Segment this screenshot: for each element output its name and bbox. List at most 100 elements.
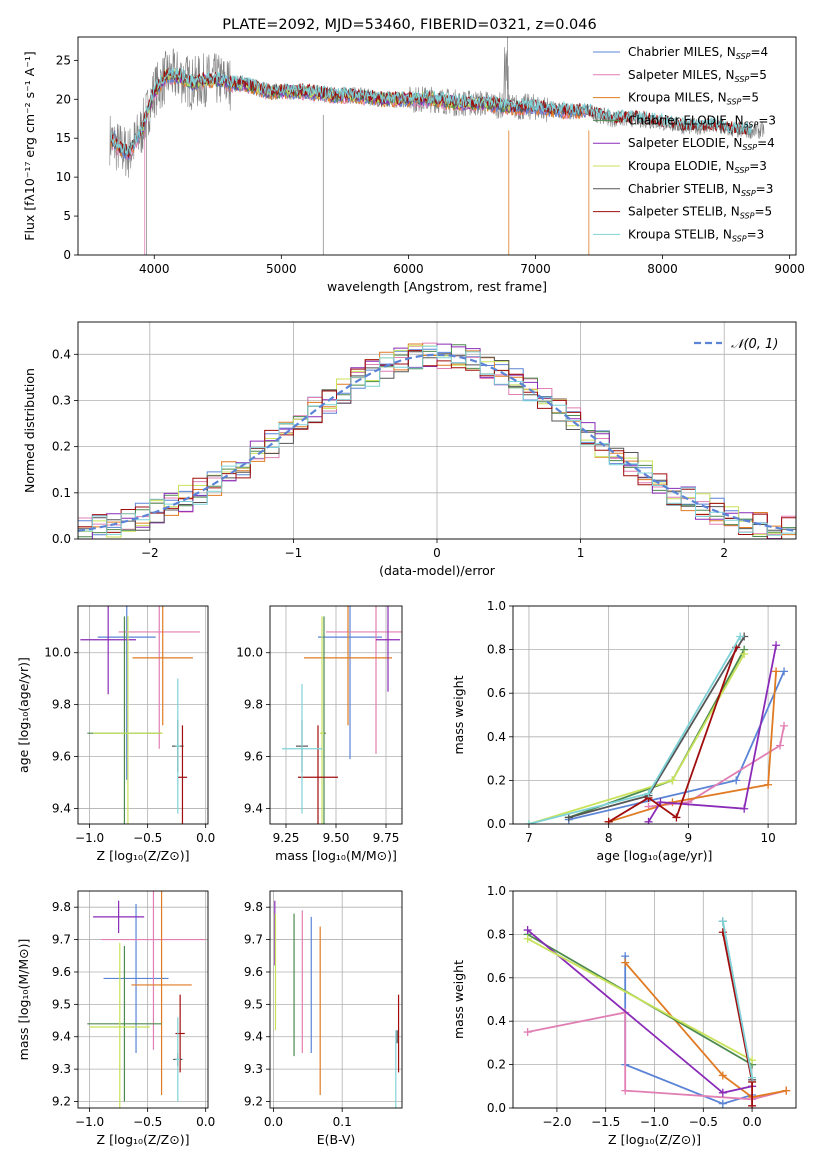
- tick-label-x: −2.0: [542, 1115, 571, 1129]
- legend: 𝒩(0, 1): [694, 337, 778, 352]
- plot-area: [274, 900, 400, 1108]
- tick-label-y: 9.8: [244, 698, 263, 712]
- panel-age_vs_Z: −1.0 −0.5 0.0 9.4 9.6 9.8 10.0 Z [log₁₀(Z/Z⊙)] a…: [16, 605, 215, 863]
- tick-label-y: 9.2: [52, 1095, 71, 1109]
- errorbar-point: [376, 606, 400, 692]
- weight-marker: [780, 667, 789, 676]
- weight-marker: [644, 789, 653, 798]
- tick-label-y: 0.0: [487, 1101, 506, 1115]
- tick-label-y: 9.6: [52, 965, 71, 979]
- axes-frame: [269, 890, 403, 1109]
- plot-area: [78, 342, 796, 539]
- legend-label: Kroupa ELODIE, NSSP=3: [628, 159, 767, 175]
- weight-marker: [732, 776, 741, 785]
- legend-label: Chabrier ELODIE, NSSP=3: [628, 113, 776, 129]
- tick-label-y: 0.2: [487, 773, 506, 787]
- tick-label-y: 0.4: [487, 1014, 506, 1028]
- tick-label-y: 0.4: [487, 730, 506, 744]
- plot-area: [87, 891, 206, 1108]
- errorbar-point: [93, 900, 145, 934]
- errorbar-point: [320, 616, 324, 824]
- tick-label-y: 9.7: [244, 933, 263, 947]
- weight-marker: [782, 1086, 791, 1095]
- tick-label-y: 0.2: [52, 440, 71, 454]
- tick-label-x: 0.0: [264, 1115, 283, 1129]
- tick-label-x: 5000: [266, 262, 297, 276]
- chart-title: PLATE=2092, MJD=53460, FIBERID=0321, z=0…: [222, 17, 596, 33]
- tick-label-y: 9.5: [244, 997, 263, 1011]
- tick-label-y: 0.0: [487, 817, 506, 831]
- weight-marker: [621, 1086, 630, 1095]
- tick-label-x: 4000: [139, 262, 170, 276]
- tick-label-y: 0.2: [487, 1058, 506, 1072]
- histogram-step: [78, 350, 796, 539]
- tick-label-y: 20: [56, 92, 71, 106]
- axes-frame: [77, 321, 797, 540]
- legend-label: Kroupa STELIB, NSSP=3: [628, 227, 764, 243]
- y-axis-label: age [log₁₀(age/yr)]: [16, 657, 31, 773]
- tick-label-y: 0.6: [487, 971, 506, 985]
- tick-label-x: 9000: [774, 262, 805, 276]
- weight-marker: [524, 820, 533, 824]
- tick-label-y: 10: [56, 170, 71, 184]
- tick-label-y: 9.3: [52, 1062, 71, 1076]
- histogram-step: [78, 345, 796, 536]
- x-axis-label: wavelength [Angstrom, rest frame]: [327, 279, 547, 294]
- tick-label-x: 10: [760, 831, 775, 845]
- weight-marker: [718, 1099, 727, 1108]
- weight-marker: [748, 1073, 757, 1082]
- errorbar-point: [118, 606, 200, 749]
- legend-label: Chabrier STELIB, NSSP=3: [628, 182, 773, 198]
- weight-marker: [672, 813, 681, 822]
- panel-residuals: −2 −1 0 1 2 0.0 0.1 0.2 0.3 0.4 (data-model)/error…: [22, 321, 797, 578]
- tick-label-y: 10.0: [44, 646, 71, 660]
- y-axis-label: Flux [fλ10⁻¹⁷ erg cm⁻² s⁻¹ A⁻¹]: [22, 51, 37, 240]
- tick-label-x: 8000: [647, 262, 678, 276]
- panel-weight_vs_age: 7 8 9 10 0.0 0.2 0.4 0.6 0.8 1.0 age [log₁₀(age/yr…: [451, 599, 797, 863]
- weight-marker: [656, 798, 665, 807]
- weight-marker: [718, 917, 727, 926]
- legend-label: 𝒩(0, 1): [731, 337, 778, 352]
- plot-area: [282, 606, 402, 824]
- tick-label-y: 9.5: [52, 997, 71, 1011]
- weight-marker: [748, 1101, 757, 1108]
- tick-label-x: 6000: [393, 262, 424, 276]
- x-axis-label: E(B-V): [317, 1132, 356, 1147]
- tick-label-y: 9.4: [244, 801, 263, 815]
- axes-frame: [77, 36, 797, 256]
- tick-label-x: −1.0: [75, 1115, 104, 1129]
- errorbar-point: [298, 725, 338, 824]
- weight-marker: [523, 1028, 532, 1037]
- tick-label-x: −1.5: [591, 1115, 620, 1129]
- tick-label-y: 9.2: [244, 1095, 263, 1109]
- tick-label-y: 10.0: [236, 646, 263, 660]
- tick-label-y: 5: [63, 209, 71, 223]
- x-axis-label: Z [log₁₀(Z/Z⊙)]: [97, 1132, 190, 1147]
- errorbar-point: [304, 606, 392, 726]
- errorbar-point: [80, 606, 137, 695]
- tick-label-x: 0.0: [196, 1115, 215, 1129]
- tick-label-x: 1: [577, 546, 585, 560]
- legend-label: Salpeter ELODIE, NSSP=4: [628, 136, 775, 152]
- y-axis-label: Normed distribution: [22, 368, 37, 493]
- tick-label-x: −0.5: [689, 1115, 718, 1129]
- errorbar-point: [97, 606, 156, 780]
- legend-label: Kroupa MILES, NSSP=5: [628, 91, 759, 107]
- tick-label-y: 9.4: [52, 801, 71, 815]
- x-axis-label: age [log₁₀(age/yr)]: [597, 848, 713, 863]
- errorbar-point: [318, 606, 382, 760]
- x-axis-label: Z [log₁₀(Z/Z⊙)]: [608, 1132, 701, 1147]
- tick-label-x: 7: [525, 831, 533, 845]
- panel-mass_vs_Z: −1.0 −0.5 0.0 9.2 9.3 9.4 9.5 9.6 9.7 9.8 Z [log₁₀…: [16, 890, 215, 1147]
- plot-area: [80, 606, 200, 824]
- errorbar-point: [93, 616, 163, 824]
- weight-line: [568, 636, 745, 819]
- tick-label-y: 9.6: [52, 750, 71, 764]
- tick-label-y: 0.0: [52, 532, 71, 546]
- panel-spectrum: 4000 5000 6000 7000 8000 9000 0 5 10 15 20 25 wavele…: [22, 36, 805, 294]
- x-axis-label: Z [log₁₀(Z/Z⊙)]: [97, 848, 190, 863]
- tick-label-y: 1.0: [487, 884, 506, 898]
- model-spectrum: [110, 67, 752, 156]
- errorbar-point: [89, 942, 150, 1108]
- weight-marker: [718, 1071, 727, 1080]
